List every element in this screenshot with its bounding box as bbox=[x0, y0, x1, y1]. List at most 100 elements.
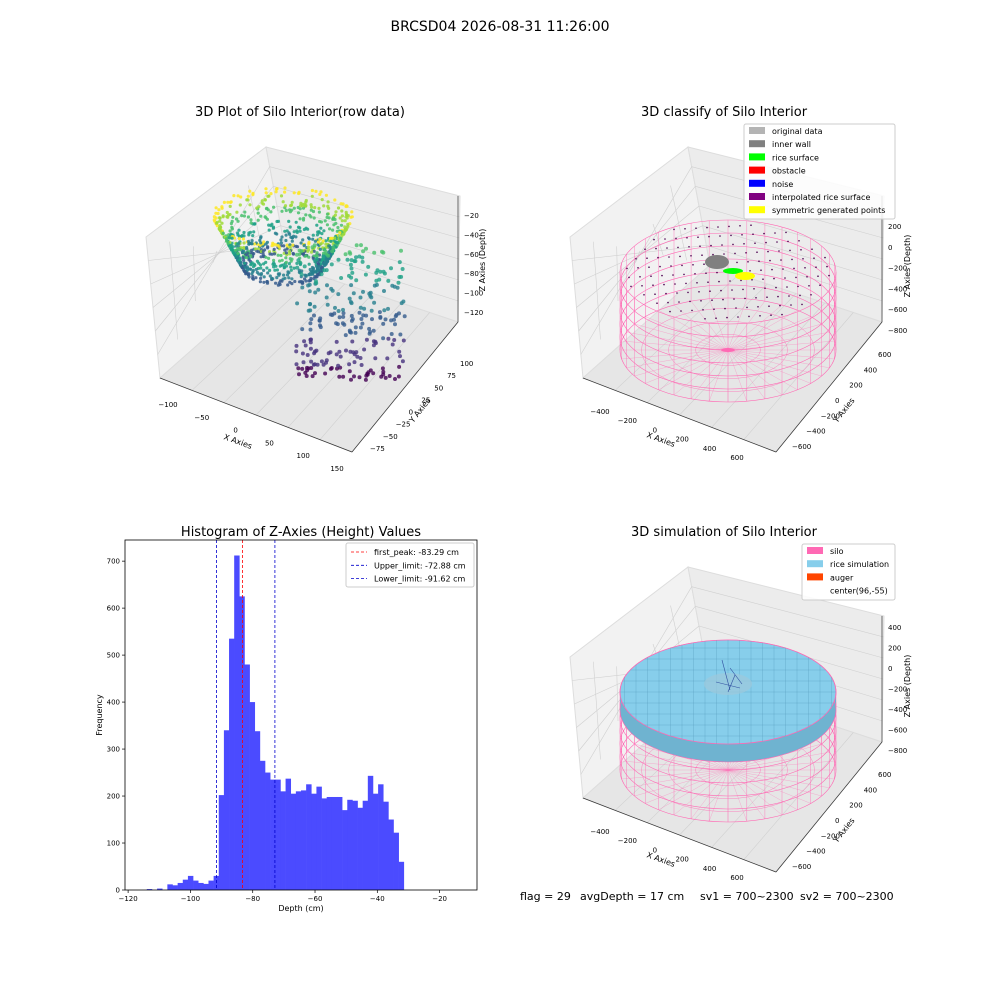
panel1-point bbox=[243, 261, 247, 265]
panel1-point bbox=[318, 192, 322, 196]
histogram-bar bbox=[398, 861, 405, 890]
panel1-point bbox=[271, 277, 275, 281]
histogram-legend-label: Lower_limit: -91.62 cm bbox=[374, 575, 466, 584]
panel2-interpolated-dot bbox=[687, 291, 689, 294]
panel1-grid-line bbox=[269, 166, 460, 218]
panel2-legend: original data inner wall rice surface obsta… bbox=[743, 123, 896, 220]
panel1-point bbox=[292, 206, 296, 210]
panel1-point bbox=[229, 247, 233, 251]
panel1-point bbox=[386, 278, 391, 283]
panel1-point bbox=[262, 240, 266, 244]
histogram-legend-label: Upper_limit: -72.88 cm bbox=[374, 561, 466, 570]
panel1-point bbox=[306, 245, 310, 249]
panel1-point bbox=[215, 220, 219, 224]
panel1-point bbox=[373, 356, 378, 361]
panel1-point bbox=[258, 243, 262, 247]
panel1-point bbox=[231, 245, 235, 249]
panel1-point bbox=[359, 317, 364, 321]
panel1-point bbox=[228, 200, 233, 204]
histogram-x-tick-label: −120 bbox=[118, 895, 137, 903]
panel1-point bbox=[309, 208, 313, 212]
panel2-interpolated-dot bbox=[667, 301, 669, 304]
panel1-point bbox=[319, 272, 324, 277]
panel2-silo-floor-spoke bbox=[645, 349, 729, 384]
panel1-point bbox=[307, 289, 312, 294]
panel1-point bbox=[378, 269, 383, 274]
histogram-y-tick-label: 500 bbox=[107, 652, 120, 660]
histogram-bar bbox=[265, 772, 271, 890]
panel1-point bbox=[245, 198, 249, 202]
panel2-interpolated-dot bbox=[724, 307, 726, 310]
panel4-x-tick-label: 200 bbox=[676, 856, 689, 864]
panel1-point bbox=[371, 371, 376, 376]
histogram-bar bbox=[146, 889, 153, 890]
panel1-point bbox=[377, 310, 382, 315]
panel1-y-tick-label: 25 bbox=[421, 396, 430, 404]
panel1-point bbox=[225, 210, 229, 215]
panel1-point bbox=[267, 194, 271, 198]
panel1-point bbox=[235, 256, 240, 260]
panel1-point bbox=[367, 331, 372, 336]
panel1-point bbox=[368, 368, 373, 373]
panel1-point bbox=[281, 200, 285, 204]
panel1-y-axis-line bbox=[351, 321, 459, 453]
panel1-point bbox=[248, 203, 252, 207]
panel1-point bbox=[241, 250, 245, 254]
panel2-legend-swatch bbox=[749, 179, 765, 187]
panel1-point bbox=[396, 374, 401, 379]
panel1-point bbox=[266, 208, 270, 212]
panel1-point bbox=[249, 263, 253, 267]
panel1-point bbox=[301, 360, 306, 365]
panel1-point bbox=[333, 236, 337, 240]
panel1-grid-line bbox=[319, 312, 430, 440]
panel1-point bbox=[304, 279, 308, 283]
panel2-interpolated-dot bbox=[799, 294, 801, 297]
panel1-point bbox=[239, 195, 243, 199]
panel1-point bbox=[307, 255, 311, 259]
panel1-point bbox=[291, 252, 296, 256]
panel2-x-tick-label: 600 bbox=[730, 454, 743, 462]
panel4-x-tick-label: 0 bbox=[653, 846, 657, 854]
panel2-interpolated-dot bbox=[723, 253, 725, 255]
panel2-x-tick-label: 0 bbox=[653, 426, 657, 434]
panel1-point bbox=[310, 374, 315, 379]
panel1-point bbox=[302, 264, 307, 269]
panel1-point bbox=[232, 252, 236, 256]
panel4-x-tick-label: −200 bbox=[618, 837, 637, 845]
panel1-point bbox=[289, 235, 293, 239]
panel1-point bbox=[267, 256, 271, 260]
panel1-point bbox=[341, 314, 346, 319]
panel1-point bbox=[245, 256, 249, 260]
panel1-y-tick-label: −25 bbox=[396, 421, 411, 429]
histogram-x-tick-label: −60 bbox=[308, 895, 323, 903]
histogram-bar bbox=[352, 800, 358, 890]
panel2-z-tick-label: −200 bbox=[888, 265, 907, 273]
panel2-interpolated-dot bbox=[786, 286, 788, 288]
panel1-point bbox=[402, 314, 407, 319]
panel1-point bbox=[241, 256, 245, 260]
panel1-point bbox=[326, 200, 330, 204]
panel1-point bbox=[301, 218, 306, 222]
panel2-interpolated-dot bbox=[765, 241, 767, 244]
histogram-bar bbox=[172, 885, 178, 890]
panel2-y-tick-label: 0 bbox=[835, 397, 839, 405]
panel1-point bbox=[324, 193, 328, 197]
panel1-point bbox=[240, 234, 244, 238]
panel1-point bbox=[369, 308, 374, 313]
panel4-silo-floor-spoke bbox=[673, 769, 729, 816]
panel1-point bbox=[240, 266, 244, 270]
panel1-point bbox=[345, 257, 350, 262]
panel2-z-tick-label: −800 bbox=[888, 327, 907, 335]
panel1-point bbox=[334, 339, 339, 344]
panel1-point bbox=[283, 190, 287, 194]
panel1-point bbox=[221, 215, 225, 219]
panel2-rice-surface-cluster bbox=[723, 268, 743, 274]
panel2-interpolated-dot bbox=[774, 232, 776, 234]
histogram-bar bbox=[336, 796, 343, 890]
panel4-legend-box bbox=[801, 543, 896, 601]
panel1-point bbox=[230, 227, 234, 231]
panel1-point bbox=[272, 205, 276, 209]
panel2-silo-center bbox=[721, 348, 735, 352]
panel1-point bbox=[337, 374, 342, 379]
panel1-point bbox=[326, 351, 331, 356]
